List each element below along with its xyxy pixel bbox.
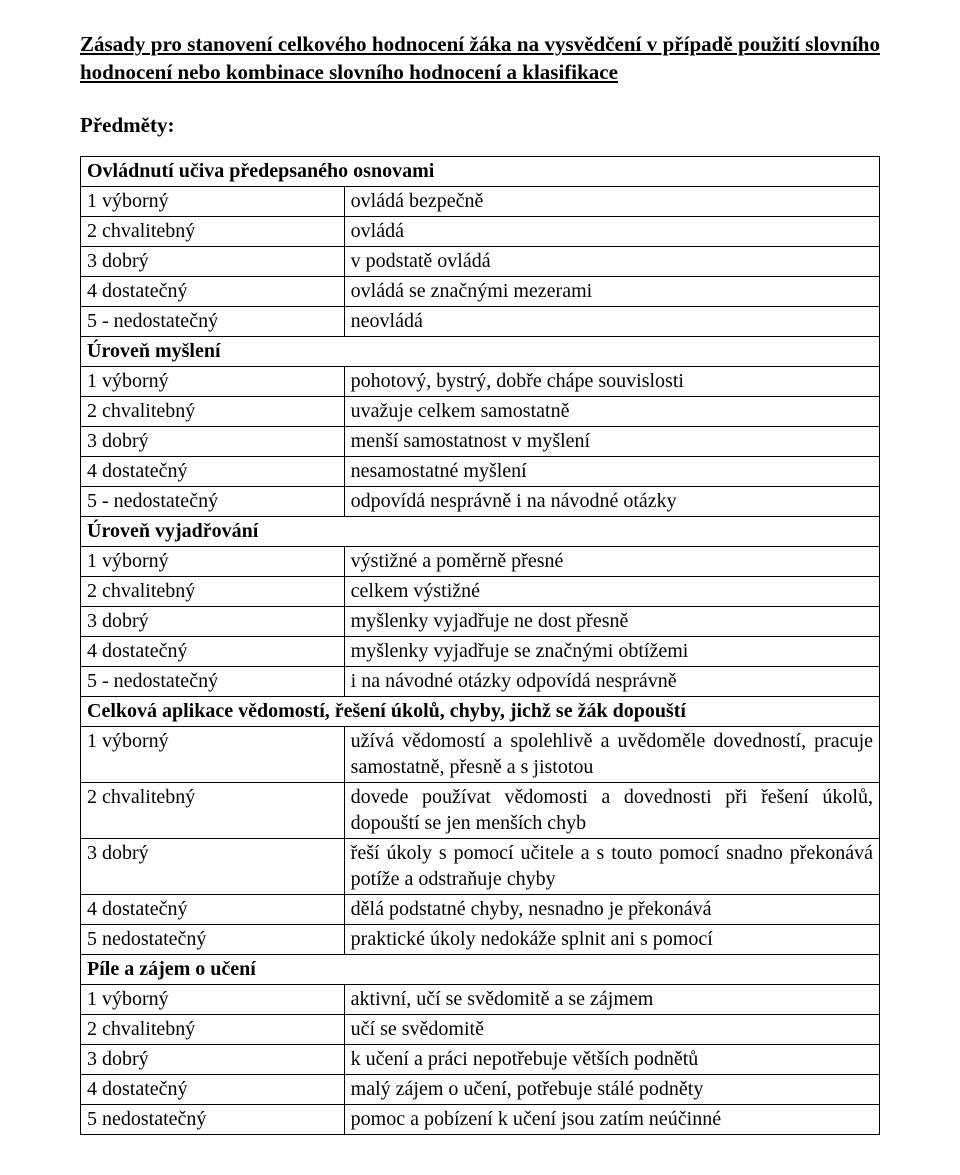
table-row-left: 4 dostatečný (81, 636, 345, 666)
table-row-left: 5 - nedostatečný (81, 666, 345, 696)
table-row-left: 3 dobrý (81, 1044, 345, 1074)
table-row-left: 1 výborný (81, 366, 345, 396)
table-row-right: odpovídá nesprávně i na návodné otázky (344, 486, 879, 516)
table-row-left: 4 dostatečný (81, 894, 345, 924)
table-row-left: 3 dobrý (81, 246, 345, 276)
table-row-right: neovládá (344, 306, 879, 336)
table-row-left: 4 dostatečný (81, 456, 345, 486)
table-row-right: řeší úkoly s pomocí učitele a s touto po… (344, 838, 879, 894)
table-row-right: i na návodné otázky odpovídá nesprávně (344, 666, 879, 696)
table-row-left: 2 chvalitebný (81, 576, 345, 606)
grading-table: Ovládnutí učiva předepsaného osnovami1 v… (80, 156, 880, 1135)
table-row-right: ovládá bezpečně (344, 186, 879, 216)
table-row-left: 5 nedostatečný (81, 924, 345, 954)
table-row-right: ovládá se značnými mezerami (344, 276, 879, 306)
table-row-left: 4 dostatečný (81, 276, 345, 306)
table-row-right: k učení a práci nepotřebuje větších podn… (344, 1044, 879, 1074)
table-row-left: 2 chvalitebný (81, 782, 345, 838)
table-row-right: užívá vědomostí a spolehlivě a uvědoměle… (344, 726, 879, 782)
table-row-left: 4 dostatečný (81, 1074, 345, 1104)
table-row-left: 1 výborný (81, 726, 345, 782)
page-title: Zásady pro stanovení celkového hodnocení… (80, 30, 880, 87)
table-row-right: myšlenky vyjadřuje ne dost přesně (344, 606, 879, 636)
table-row-right: celkem výstižné (344, 576, 879, 606)
table-row-right: menší samostatnost v myšlení (344, 426, 879, 456)
table-row-left: 3 dobrý (81, 606, 345, 636)
section-header: Píle a zájem o učení (81, 954, 880, 984)
table-row-right: výstižné a poměrně přesné (344, 546, 879, 576)
table-row-left: 2 chvalitebný (81, 1014, 345, 1044)
section-header: Úroveň myšlení (81, 336, 880, 366)
table-row-right: učí se svědomitě (344, 1014, 879, 1044)
section-header: Celková aplikace vědomostí, řešení úkolů… (81, 696, 880, 726)
table-row-right: nesamostatné myšlení (344, 456, 879, 486)
table-row-right: dělá podstatné chyby, nesnadno je překon… (344, 894, 879, 924)
table-row-left: 5 - nedostatečný (81, 486, 345, 516)
table-row-right: praktické úkoly nedokáže splnit ani s po… (344, 924, 879, 954)
table-row-left: 1 výborný (81, 186, 345, 216)
table-row-right: ovládá (344, 216, 879, 246)
table-row-right: myšlenky vyjadřuje se značnými obtížemi (344, 636, 879, 666)
table-row-right: uvažuje celkem samostatně (344, 396, 879, 426)
table-row-left: 2 chvalitebný (81, 396, 345, 426)
table-row-right: malý zájem o učení, potřebuje stálé podn… (344, 1074, 879, 1104)
table-row-right: v podstatě ovládá (344, 246, 879, 276)
table-row-right: dovede používat vědomosti a dovednosti p… (344, 782, 879, 838)
subjects-label: Předměty: (80, 113, 880, 138)
table-row-left: 3 dobrý (81, 838, 345, 894)
table-row-left: 5 - nedostatečný (81, 306, 345, 336)
table-row-left: 2 chvalitebný (81, 216, 345, 246)
table-row-right: pomoc a pobízení k učení jsou zatím neúč… (344, 1104, 879, 1134)
table-row-right: aktivní, učí se svědomitě a se zájmem (344, 984, 879, 1014)
section-header: Ovládnutí učiva předepsaného osnovami (81, 156, 880, 186)
table-row-left: 5 nedostatečný (81, 1104, 345, 1134)
table-row-left: 1 výborný (81, 546, 345, 576)
table-row-left: 3 dobrý (81, 426, 345, 456)
table-row-right: pohotový, bystrý, dobře chápe souvislost… (344, 366, 879, 396)
table-row-left: 1 výborný (81, 984, 345, 1014)
section-header: Úroveň vyjadřování (81, 516, 880, 546)
